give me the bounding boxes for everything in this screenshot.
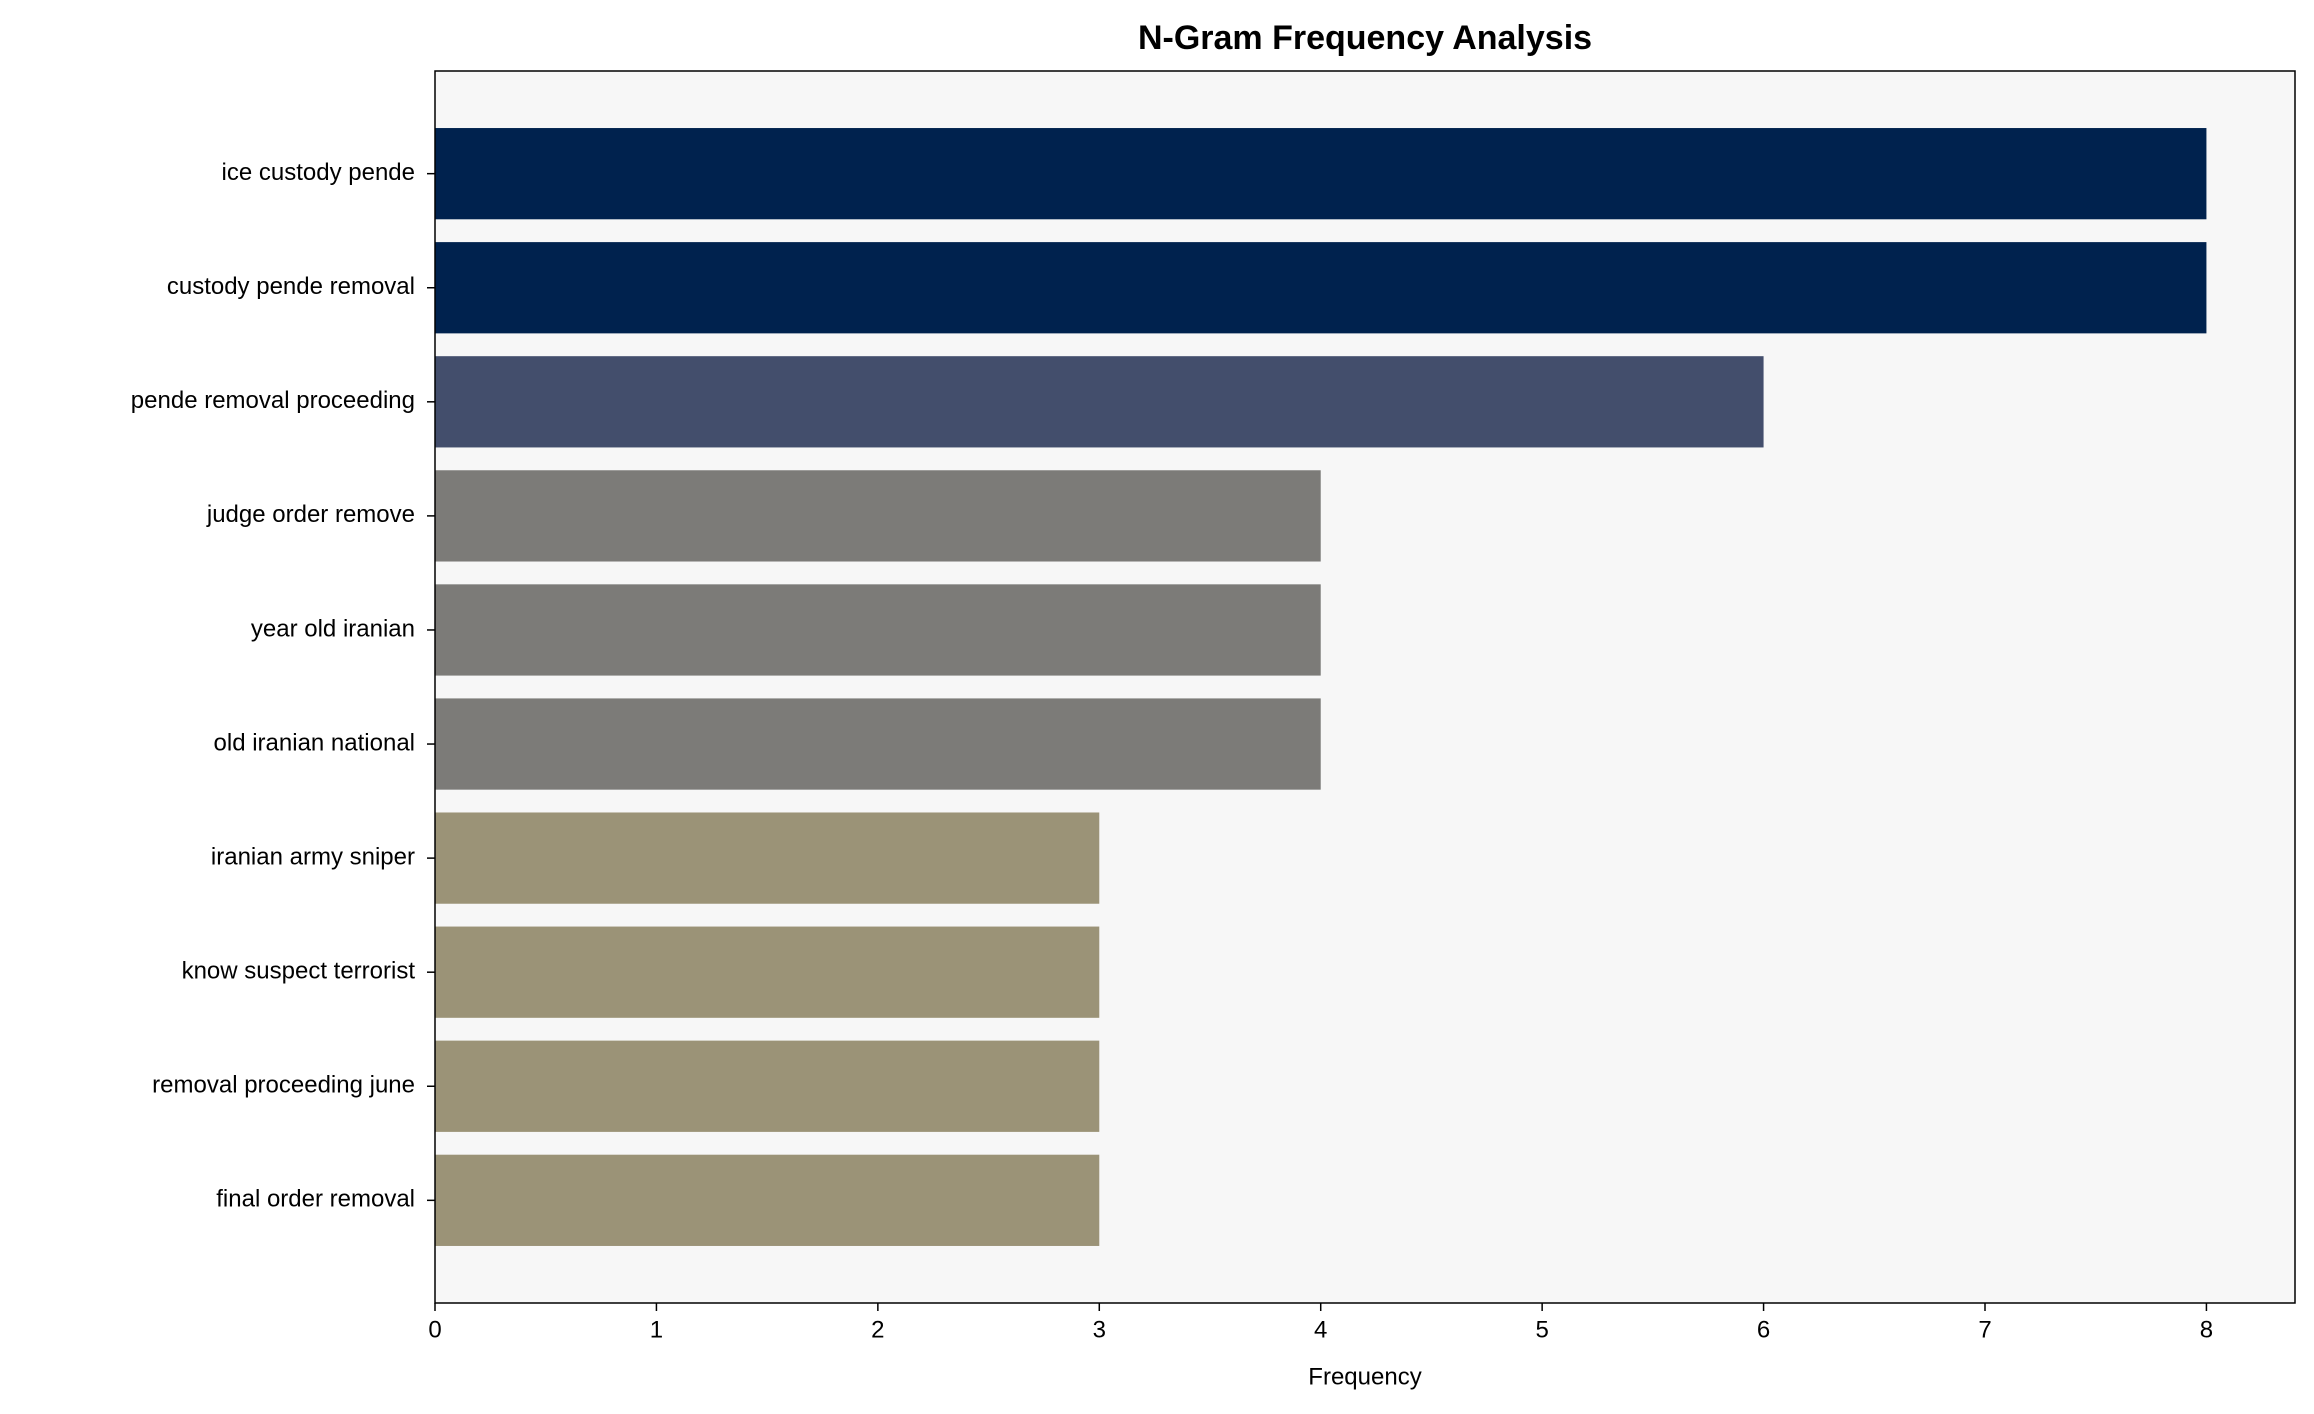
bar xyxy=(435,1040,1100,1132)
y-tick-label: ice custody pende xyxy=(222,159,415,186)
x-tick-label: 2 xyxy=(871,1316,884,1343)
plot-frame xyxy=(434,70,2296,1304)
x-tick-label: 8 xyxy=(2200,1316,2213,1343)
bar xyxy=(435,926,1100,1018)
chart-title: N-Gram Frequency Analysis xyxy=(1138,19,1592,57)
y-tick-label: iranian army sniper xyxy=(211,843,415,870)
x-tick-label: 1 xyxy=(650,1316,663,1343)
x-tick-label: 3 xyxy=(1093,1316,1106,1343)
y-tick-label: custody pende removal xyxy=(167,273,415,300)
y-tick-label: judge order remove xyxy=(206,501,415,528)
y-tick-label: final order removal xyxy=(216,1186,415,1213)
bar xyxy=(435,812,1100,904)
x-tick-label: 5 xyxy=(1535,1316,1548,1343)
x-tick-label: 4 xyxy=(1314,1316,1327,1343)
x-axis-label: Frequency xyxy=(1308,1363,1421,1390)
y-tick-label: removal proceeding june xyxy=(152,1072,415,1099)
bar xyxy=(435,584,1321,676)
bar xyxy=(435,470,1321,562)
bar xyxy=(435,1154,1100,1246)
x-tick-label: 7 xyxy=(1978,1316,1991,1343)
bar xyxy=(435,128,2207,220)
x-tick-label: 6 xyxy=(1757,1316,1770,1343)
y-tick-label: know suspect terrorist xyxy=(182,958,416,985)
y-tick-label: year old iranian xyxy=(251,615,415,642)
bar xyxy=(435,356,1764,448)
x-tick-label: 0 xyxy=(428,1316,441,1343)
y-tick-label: pende removal proceeding xyxy=(131,387,415,414)
bar xyxy=(435,242,2207,334)
bar xyxy=(435,698,1321,790)
y-tick-label: old iranian national xyxy=(214,729,415,756)
